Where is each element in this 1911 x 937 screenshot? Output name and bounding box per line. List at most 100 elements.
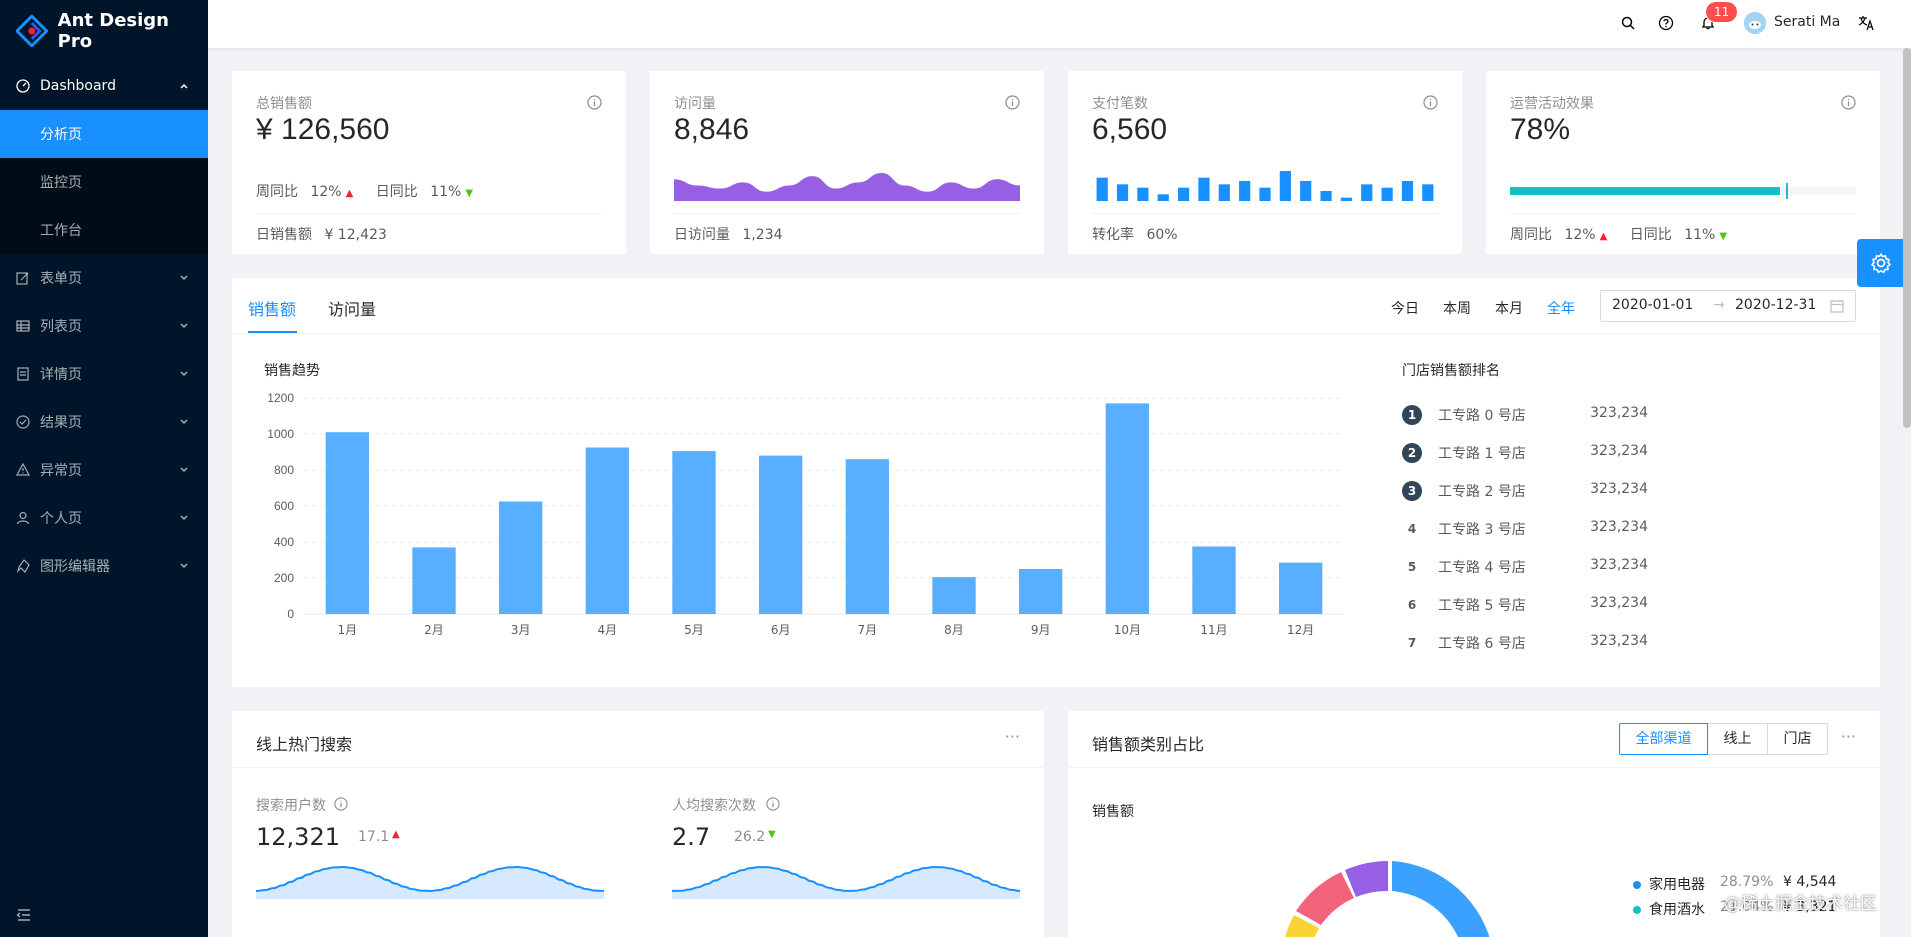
- visits-area-chart: [674, 173, 1020, 201]
- menu-account[interactable]: 个人页: [0, 494, 208, 542]
- sidebar-item-analysis[interactable]: 分析页: [0, 110, 208, 158]
- chevron-down-icon: [180, 419, 188, 425]
- logo[interactable]: Ant Design Pro: [0, 0, 208, 62]
- users-mini-area: [256, 866, 604, 899]
- card-title: 线上热门搜索: [256, 735, 353, 754]
- stat-value: 6,560: [1092, 113, 1168, 146]
- y-tick-label: 0: [287, 607, 294, 621]
- watermark-text: @稀土掘金技术社区: [1724, 894, 1877, 914]
- search-icon[interactable]: [1620, 15, 1636, 31]
- ant-design-logo-icon: [16, 15, 48, 47]
- legend-dot: [1633, 881, 1641, 889]
- progress-bar: [1510, 183, 1856, 199]
- segment-store[interactable]: 门店: [1767, 723, 1828, 755]
- y-tick-label: 600: [274, 499, 294, 513]
- menu-fold-icon[interactable]: [16, 907, 32, 923]
- range-year[interactable]: 全年: [1547, 301, 1575, 317]
- legend-item: 家用电器 28.79% ¥ 4,544: [1633, 874, 1843, 894]
- legend-percent: 28.79%: [1720, 874, 1774, 890]
- menu-form[interactable]: 表单页: [0, 254, 208, 302]
- legend-item: 食用酒水 21.04% ¥ 3,321: [1633, 899, 1843, 919]
- rank-number: 4: [1407, 522, 1417, 536]
- chevron-down-icon: [180, 515, 188, 521]
- payments-bar: [1300, 181, 1312, 201]
- question-circle-icon[interactable]: [1658, 15, 1674, 31]
- payments-bar: [1340, 197, 1353, 201]
- legend-name: 食用酒水: [1649, 902, 1705, 918]
- segment-online[interactable]: 线上: [1707, 723, 1768, 755]
- payments-bar: [1279, 171, 1291, 201]
- store-value: 323,234: [1590, 519, 1648, 535]
- menu-exception-label: 异常页: [40, 463, 82, 479]
- username[interactable]: Serati Ma: [1774, 14, 1841, 30]
- sales-tabs: 销售额 访问量 今日 本周 本月 全年 2020-01-01 → 2020-12…: [232, 278, 1880, 334]
- category-card: 销售额类别占比 全部渠道 线上 门店 ··· 销售额 家用电器 28.79% ¥…: [1068, 711, 1880, 937]
- segment-all-channels[interactable]: 全部渠道: [1619, 723, 1708, 755]
- donut-slice-purple: [1345, 861, 1388, 897]
- legend-dot: [1633, 906, 1641, 914]
- ranking-item: 3 工专路 2 号店 323,234: [1402, 480, 1648, 502]
- date-end[interactable]: 2020-12-31: [1735, 297, 1817, 313]
- tab-ink-bar: [248, 331, 297, 333]
- info-circle-icon[interactable]: [1005, 95, 1020, 110]
- stat-footer: 日访问量 1,234: [674, 213, 1020, 244]
- translation-icon[interactable]: [1858, 15, 1874, 31]
- page-scrollbar[interactable]: [1903, 48, 1911, 428]
- range-today[interactable]: 今日: [1391, 301, 1419, 317]
- rank-title: 门店销售额排名: [1402, 363, 1500, 379]
- ranking-item: 7 工专路 6 号店 323,234: [1402, 632, 1648, 654]
- info-circle-icon[interactable]: [334, 797, 348, 811]
- sidebar-item-workplace[interactable]: 工作台: [0, 206, 208, 254]
- ellipsis-icon[interactable]: ···: [1840, 727, 1856, 746]
- trend-title: 销售趋势: [264, 363, 320, 379]
- menu-dashboard-label: Dashboard: [40, 78, 116, 94]
- sales-bar-chart: 0 200 400 600 800 1000 1200 1月 2月 3月 4月 5月 6月 7月 8月 9月 1…: [267, 391, 1344, 637]
- bar: [759, 455, 803, 614]
- tab-sales[interactable]: 销售额: [248, 300, 297, 319]
- sidebar-item-monitor[interactable]: 监控页: [0, 158, 208, 206]
- menu-list[interactable]: 列表页: [0, 302, 208, 350]
- payments-bar: [1381, 187, 1393, 201]
- bar: [932, 577, 976, 614]
- chevron-up-icon: [180, 83, 188, 89]
- table-icon: [16, 319, 30, 333]
- menu-exception[interactable]: 异常页: [0, 446, 208, 494]
- info-circle-icon[interactable]: [587, 95, 602, 110]
- settings-drawer-button[interactable]: [1857, 239, 1905, 287]
- menu-dashboard[interactable]: Dashboard: [0, 62, 208, 110]
- donut-slice-pink: [1296, 872, 1354, 925]
- menu-profile[interactable]: 详情页: [0, 350, 208, 398]
- top-header: 11 Serati Ma: [208, 0, 1911, 48]
- tab-visits[interactable]: 访问量: [328, 300, 377, 319]
- date-start[interactable]: 2020-01-01: [1612, 297, 1694, 313]
- stat-footer: 转化率 60%: [1092, 213, 1438, 244]
- info-circle-icon[interactable]: [766, 797, 780, 811]
- caret-up-icon: ▲: [345, 188, 354, 199]
- date-range-picker[interactable]: 2020-01-01 → 2020-12-31: [1600, 290, 1856, 322]
- chevron-down-icon: [180, 467, 188, 473]
- x-tick-label: 11月: [1200, 623, 1227, 637]
- ellipsis-icon[interactable]: ···: [1004, 727, 1020, 746]
- sidebar-item-label: 分析页: [40, 127, 82, 143]
- stat-title: 访问量: [674, 96, 716, 112]
- bar: [1279, 562, 1323, 614]
- stat-card-operations: 运营活动效果 78% 周同比 12% ▲ 日同比 11% ▼: [1486, 71, 1880, 254]
- bar: [585, 447, 629, 614]
- store-name: 工专路 0 号店: [1438, 408, 1526, 424]
- ranking-item: 1 工专路 0 号店 323,234: [1402, 404, 1648, 426]
- menu-result[interactable]: 结果页: [0, 398, 208, 446]
- info-circle-icon[interactable]: [1423, 95, 1438, 110]
- card-title: 销售额类别占比: [1092, 735, 1205, 754]
- payments-bar: [1422, 184, 1434, 201]
- range-month[interactable]: 本月: [1495, 301, 1523, 317]
- footer-label: 转化率: [1092, 227, 1134, 243]
- sales-card: 销售额 访问量 今日 本周 本月 全年 2020-01-01 → 2020-12…: [232, 278, 1880, 687]
- x-tick-label: 4月: [598, 623, 618, 637]
- app-title: Ant Design Pro: [57, 10, 169, 52]
- range-week[interactable]: 本周: [1443, 301, 1471, 317]
- menu-editor[interactable]: 图形编辑器: [0, 542, 208, 590]
- search-card: 线上热门搜索 ··· 搜索用户数 12,321 17.1 ▲ 人均搜索次数 2.…: [232, 711, 1044, 937]
- info-circle-icon[interactable]: [1841, 95, 1856, 110]
- avatar[interactable]: [1744, 12, 1766, 34]
- menu-account-label: 个人页: [40, 511, 82, 527]
